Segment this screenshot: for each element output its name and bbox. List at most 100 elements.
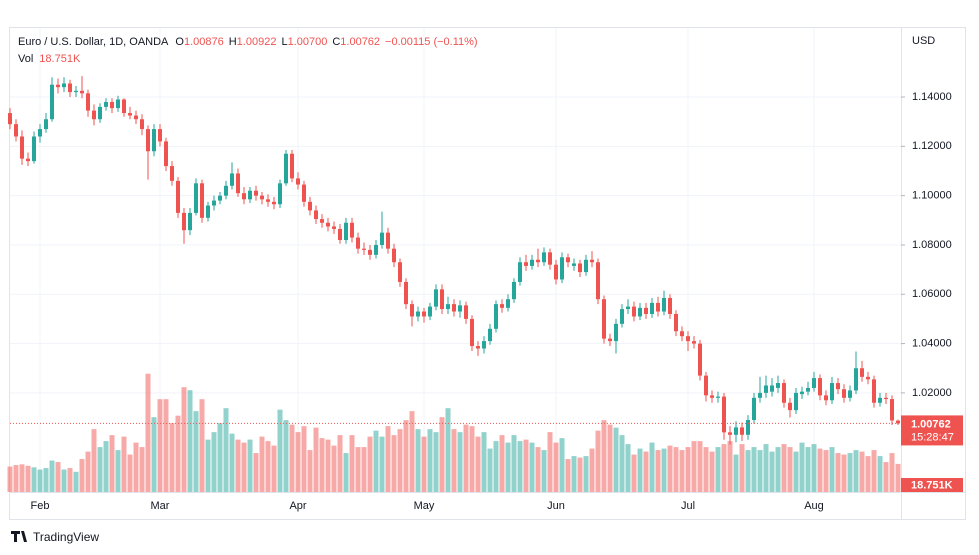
candle-body xyxy=(56,84,60,88)
change: −0.00115 (−0.11%) xyxy=(385,36,478,48)
volume-bar xyxy=(643,451,649,492)
volume-bar xyxy=(763,444,769,492)
volume-bar xyxy=(67,468,73,492)
symbol-title: Euro / U.S. Dollar, 1D, OANDA xyxy=(18,36,169,48)
candle-body xyxy=(290,153,294,179)
volume-bar xyxy=(475,436,481,492)
volume-bar xyxy=(733,454,739,492)
volume-bar xyxy=(877,456,883,492)
volume-bar xyxy=(811,444,817,492)
volume-bar xyxy=(439,417,445,492)
volume-bar xyxy=(187,390,193,492)
candle-body xyxy=(620,309,624,324)
volume-bar xyxy=(199,399,205,492)
candle-body xyxy=(248,190,252,200)
volume-bar xyxy=(409,411,415,492)
volume-bar xyxy=(565,459,571,492)
candle-body xyxy=(542,252,546,263)
ohlc-key: L xyxy=(281,36,287,48)
volume-bar xyxy=(433,432,439,492)
candle-body xyxy=(488,328,492,342)
brand: TradingView xyxy=(11,530,99,544)
candle-body xyxy=(476,346,480,349)
volume-bar xyxy=(637,448,643,492)
volume-bar xyxy=(49,460,55,492)
volume-bar xyxy=(853,450,859,492)
volume-bar xyxy=(355,447,361,492)
candle-body xyxy=(602,299,606,339)
volume-bar xyxy=(769,451,775,492)
volume-bar xyxy=(841,454,847,492)
candle-body xyxy=(230,173,234,186)
volume-bar xyxy=(787,447,793,492)
volume-bar xyxy=(253,453,259,492)
volume-bar xyxy=(871,450,877,492)
volume-bar xyxy=(289,424,295,492)
candle-body xyxy=(890,399,894,421)
brand-logo xyxy=(11,531,27,542)
candle-body xyxy=(170,166,174,181)
candle-body xyxy=(68,83,72,93)
volume-bar xyxy=(799,442,805,492)
candle-body xyxy=(794,392,798,411)
candle-body xyxy=(158,129,162,142)
candle-body xyxy=(626,306,630,310)
volume-bar xyxy=(109,435,115,492)
candle-body xyxy=(308,201,312,211)
volume-bar xyxy=(247,439,253,492)
candle-body xyxy=(746,420,750,435)
volume-bar xyxy=(523,439,529,492)
candle-body xyxy=(398,262,402,282)
candle-body xyxy=(752,397,756,421)
volume-bar xyxy=(781,444,787,492)
volume-bar xyxy=(571,456,577,492)
last-price-label: 1.00762 xyxy=(911,418,951,430)
candle-body xyxy=(758,392,762,398)
volume-bar xyxy=(391,435,397,492)
candle-body xyxy=(212,200,216,206)
volume-bar xyxy=(55,462,61,492)
candle-body xyxy=(644,307,648,314)
candle-body xyxy=(458,305,462,312)
candle-body xyxy=(656,302,660,312)
volume-bar xyxy=(499,435,505,492)
y-tick-label: 1.08000 xyxy=(912,239,952,251)
candle-body xyxy=(830,383,834,401)
volume-bar xyxy=(235,439,241,492)
candle-body xyxy=(446,304,450,310)
volume-bar xyxy=(337,435,343,492)
volume-bar xyxy=(313,427,319,492)
candle-body xyxy=(128,113,132,116)
volume-bar xyxy=(619,435,625,492)
candle-body xyxy=(368,249,372,255)
candle-body xyxy=(26,158,30,162)
ohlc-value: 1.00922 xyxy=(237,36,277,48)
volume-bar xyxy=(817,448,823,492)
candle-body xyxy=(284,153,288,184)
volume-bar xyxy=(895,463,901,492)
candle-body xyxy=(410,304,414,317)
volume-bar xyxy=(217,423,223,492)
brand-name: TradingView xyxy=(33,530,99,544)
volume-bar xyxy=(79,459,85,492)
volume-bar xyxy=(331,445,337,492)
volume-bar xyxy=(169,423,175,492)
volume-bar xyxy=(613,427,619,492)
volume-bar xyxy=(835,453,841,492)
candle-body xyxy=(434,289,438,307)
candle-body xyxy=(278,183,282,205)
y-tick-label: 1.10000 xyxy=(912,190,952,202)
volume-bar xyxy=(151,417,157,492)
candle-body xyxy=(560,257,564,280)
volume-bar xyxy=(649,442,655,492)
volume-bar xyxy=(745,450,751,492)
candle-body xyxy=(344,222,348,241)
candle-body xyxy=(176,180,180,213)
candle-body xyxy=(740,427,744,435)
candle-body xyxy=(146,129,150,152)
candle-body xyxy=(764,385,768,393)
volume-bar xyxy=(61,469,67,492)
candle-body xyxy=(236,173,240,194)
candle-body xyxy=(200,183,204,218)
